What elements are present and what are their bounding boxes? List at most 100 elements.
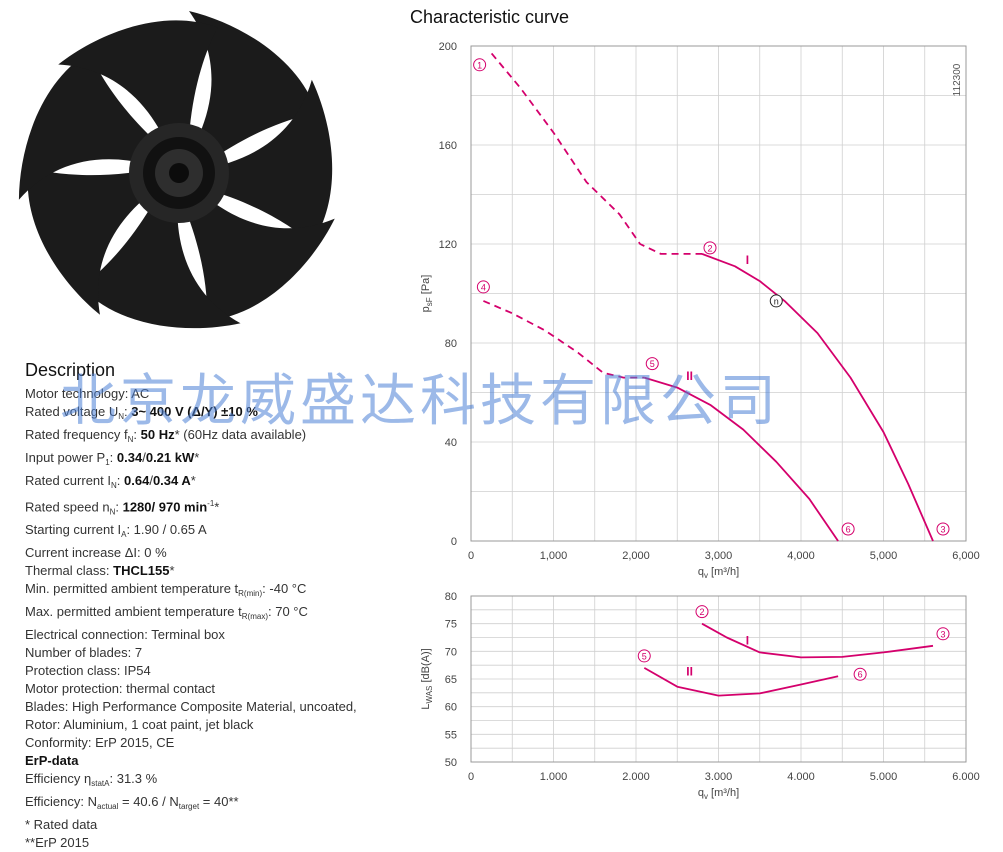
description-text: Motor technology: AC xyxy=(25,386,150,401)
description-line-thermal: Thermal class: THCL155* xyxy=(25,562,355,580)
noise-x-tick-label: 6.000 xyxy=(952,771,980,783)
description-text: ErP-data xyxy=(25,753,79,769)
description-line-ip: Protection class: IP54 xyxy=(25,662,355,680)
description-text: Max. permitted ambient temperature t xyxy=(25,604,242,620)
description-text: N xyxy=(109,507,116,517)
pressure-x-tick-label: 5,000 xyxy=(870,550,898,562)
x-axis-label-sub: v xyxy=(704,792,708,801)
description-text: Blades: High Performance Composite Mater… xyxy=(25,699,357,715)
noise-x-axis-label: qv [m³/h] xyxy=(698,787,739,801)
pressure-chart: 0 1,000 2,000 3,000 4,000 5,000 6,000 0 40 80 120 1… xyxy=(420,41,980,580)
y-axis-label-sub: sF xyxy=(425,297,434,306)
description-text: : 31.3 % xyxy=(109,771,158,787)
description-text: 50 Hz xyxy=(140,427,175,442)
pressure-marker-circle xyxy=(703,241,717,255)
description-text: N xyxy=(118,412,125,421)
fan-blades xyxy=(18,11,335,329)
noise-marker-circle xyxy=(695,605,709,619)
description-text: Min. permitted ambient temperature t xyxy=(25,581,239,597)
description-text: Rated current I xyxy=(25,473,111,488)
noise-series-I-solid xyxy=(701,622,934,659)
description-text: R(min) xyxy=(238,589,263,599)
pressure-x-axis-label: qv [m³/h] xyxy=(698,566,739,580)
description-text: Rated frequency f xyxy=(25,427,128,442)
description-text: Efficiency η xyxy=(25,771,92,787)
noise-y-tick-label: 75 xyxy=(445,619,457,631)
description-line-speed: Rated speed nN: 1280/ 970 min-1* xyxy=(25,495,355,521)
pressure-marker-circle xyxy=(473,58,487,72)
noise-marker-circle xyxy=(936,627,950,641)
pressure-curve-label: I xyxy=(746,253,749,267)
pressure-x-tick-label: 4,000 xyxy=(787,550,815,562)
pressure-x-tick-label: 3,000 xyxy=(705,550,733,562)
description-text: = 40** xyxy=(199,794,239,810)
pressure-series-I-dashed xyxy=(490,52,702,255)
description-text: / xyxy=(142,450,146,465)
description-text: Protection class: IP54 xyxy=(25,663,151,679)
y-axis-label-unit: [dB(A)] xyxy=(420,648,432,685)
description-line-tmin: Min. permitted ambient temperature tR(mi… xyxy=(25,580,355,603)
description-text: : xyxy=(133,427,141,442)
noise-marker-label: 5 xyxy=(642,651,647,661)
description-text: Rated speed n xyxy=(25,499,110,515)
description-text: Current increase ΔI: 0 % xyxy=(25,545,167,561)
description-line-increase: Current increase ΔI: 0 % xyxy=(25,544,355,562)
noise-y-tick-label: 70 xyxy=(445,646,457,658)
description-text: Input power P xyxy=(25,450,106,465)
pressure-y-tick-label: 0 xyxy=(451,536,457,548)
description-text: Efficiency: N xyxy=(25,794,98,810)
x-axis-label-unit: [m³/h] xyxy=(708,787,739,799)
noise-marker-label: 3 xyxy=(940,629,945,639)
pressure-marker-circle xyxy=(841,522,855,536)
y-axis-label-unit: [Pa] xyxy=(420,275,432,298)
noise-x-tick-label: 1.000 xyxy=(540,771,568,783)
description-text: : xyxy=(124,404,132,419)
noise-marker-label: 2 xyxy=(699,607,704,617)
description-text: statA xyxy=(91,779,110,789)
pressure-marker-label: 1 xyxy=(477,60,482,70)
x-axis-label-sub: v xyxy=(704,571,708,580)
noise-x-tick-label: 3.000 xyxy=(705,771,733,783)
description-text: -1 xyxy=(207,499,215,508)
pressure-x-tick-label: 0 xyxy=(468,550,474,562)
chart-title: Characteristic curve xyxy=(410,7,570,27)
characteristic-charts: 0 1,000 2,000 3,000 4,000 5,000 6,000040801201… xyxy=(420,41,980,801)
description-line-tmax: Max. permitted ambient temperature tR(ma… xyxy=(25,603,355,626)
pressure-y-tick-label: 200 xyxy=(439,41,457,53)
description-line-erp: ErP-data xyxy=(25,752,355,770)
description-text: : xyxy=(116,473,125,488)
description-text: 0.21 kW xyxy=(145,450,195,465)
noise-y-tick-label: 65 xyxy=(445,674,457,686)
description-text: / xyxy=(149,473,153,488)
description-line-conform: Conformity: ErP 2015, CE xyxy=(25,734,355,752)
pressure-marker-label: 3 xyxy=(940,525,945,535)
noise-x-tick-label: 5.000 xyxy=(870,771,898,783)
description-text: 0.34 xyxy=(116,450,143,465)
description-line-eff1: Efficiency ηstatA: 31.3 % xyxy=(25,770,355,793)
pressure-marker-circle xyxy=(476,280,490,294)
noise-chart: 0 1.000 2.000 3.000 4.000 5.000 6.000505560657… xyxy=(420,591,980,801)
noise-y-axis-label: LWAS [dB(A)] xyxy=(420,648,434,709)
description-text: Rotor: Aluminium, 1 coat paint, jet blac… xyxy=(25,717,254,733)
noise-series-II-solid xyxy=(643,667,839,697)
x-axis-label-unit: [m³/h] xyxy=(708,566,739,578)
description-text: **ErP 2015 xyxy=(25,835,90,851)
pressure-y-tick-label: 120 xyxy=(439,239,457,251)
watermark-text: 北京龙威盛达科技有限公司 xyxy=(60,369,780,434)
pressure-series-II-dashed xyxy=(483,300,645,379)
noise-marker-circle xyxy=(637,649,651,663)
noise-y-tick-label: 50 xyxy=(445,757,457,769)
description-line-erp2015: **ErP 2015 xyxy=(25,834,355,852)
pressure-plot-frame xyxy=(470,45,967,542)
description-text: Motor protection: thermal contact xyxy=(25,681,216,697)
fan-hub xyxy=(129,123,229,223)
drawing-code: 112300 xyxy=(952,63,963,96)
description-text: Electrical connection: Terminal box xyxy=(25,627,225,643)
description-text: 1 xyxy=(105,458,110,467)
x-axis-label-main: q xyxy=(698,566,704,578)
description-text: R(max) xyxy=(241,612,268,622)
description-text: 3~ 400 V (Δ/Y) ±10 % xyxy=(131,404,258,419)
fan-product-image xyxy=(18,11,335,329)
description-text: N xyxy=(111,481,117,490)
description-text: : xyxy=(109,450,117,465)
